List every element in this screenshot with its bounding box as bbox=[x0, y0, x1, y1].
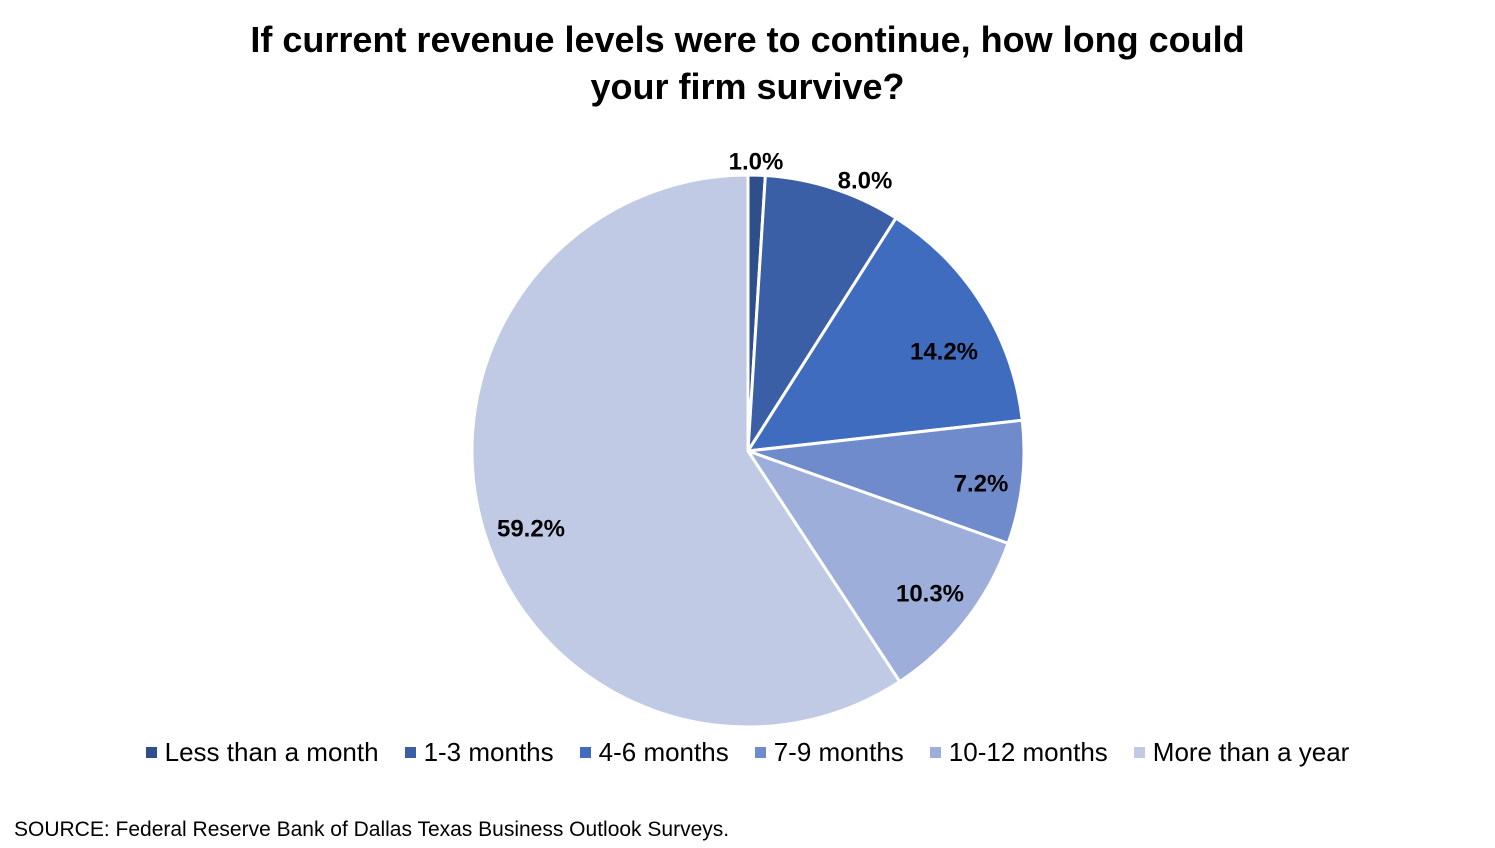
legend-label-1-3-months: 1-3 months bbox=[423, 737, 554, 767]
legend-label-10-12-months: 10-12 months bbox=[948, 737, 1108, 767]
legend-item-4-6-months: 4-6 months bbox=[579, 734, 729, 770]
pie-slice-4-6-months bbox=[746, 216, 1024, 453]
legend-swatch-7-9-months bbox=[754, 746, 766, 758]
legend-item-less-than-a-month: Less than a month bbox=[145, 734, 379, 770]
chart-legend: Less than a month 1-3 months 4-6 months … bbox=[0, 734, 1495, 770]
source-note: SOURCE: Federal Reserve Bank of Dallas T… bbox=[14, 818, 730, 841]
data-label-10-12-months: 10.3% bbox=[896, 580, 964, 607]
legend-label-more-than-a-year: More than a year bbox=[1152, 737, 1350, 767]
chart-title-line-2: your firm survive? bbox=[590, 66, 905, 107]
pie-slice-more-than-a-year bbox=[470, 173, 902, 729]
pie-slice-1-3-months bbox=[746, 174, 898, 453]
legend-item-10-12-months: 10-12 months bbox=[929, 734, 1108, 770]
data-label-1-3-months: 8.0% bbox=[838, 167, 893, 194]
pie-slice-7-9-months bbox=[746, 418, 1026, 545]
legend-swatch-4-6-months bbox=[579, 746, 591, 758]
legend-label-4-6-months: 4-6 months bbox=[598, 737, 729, 767]
legend-item-more-than-a-year: More than a year bbox=[1133, 734, 1350, 770]
data-label-more-than-a-year: 59.2% bbox=[497, 515, 565, 542]
legend-item-1-3-months: 1-3 months bbox=[404, 734, 554, 770]
legend-swatch-less-than-a-month bbox=[145, 746, 157, 758]
data-label-4-6-months: 14.2% bbox=[910, 338, 978, 365]
legend-swatch-1-3-months bbox=[404, 746, 416, 758]
chart-title-line-1: If current revenue levels were to contin… bbox=[250, 19, 1245, 60]
legend-item-7-9-months: 7-9 months bbox=[754, 734, 904, 770]
pie-slice-10-12-months bbox=[746, 449, 1010, 684]
legend-swatch-10-12-months bbox=[929, 746, 941, 758]
data-label-7-9-months: 7.2% bbox=[954, 470, 1009, 497]
legend-swatch-more-than-a-year bbox=[1133, 746, 1145, 758]
legend-label-less-than-a-month: Less than a month bbox=[164, 737, 379, 767]
data-label-less-than-a-month: 1.0% bbox=[729, 148, 784, 175]
legend-label-7-9-months: 7-9 months bbox=[773, 737, 904, 767]
chart-title: If current revenue levels were to contin… bbox=[0, 16, 1495, 110]
